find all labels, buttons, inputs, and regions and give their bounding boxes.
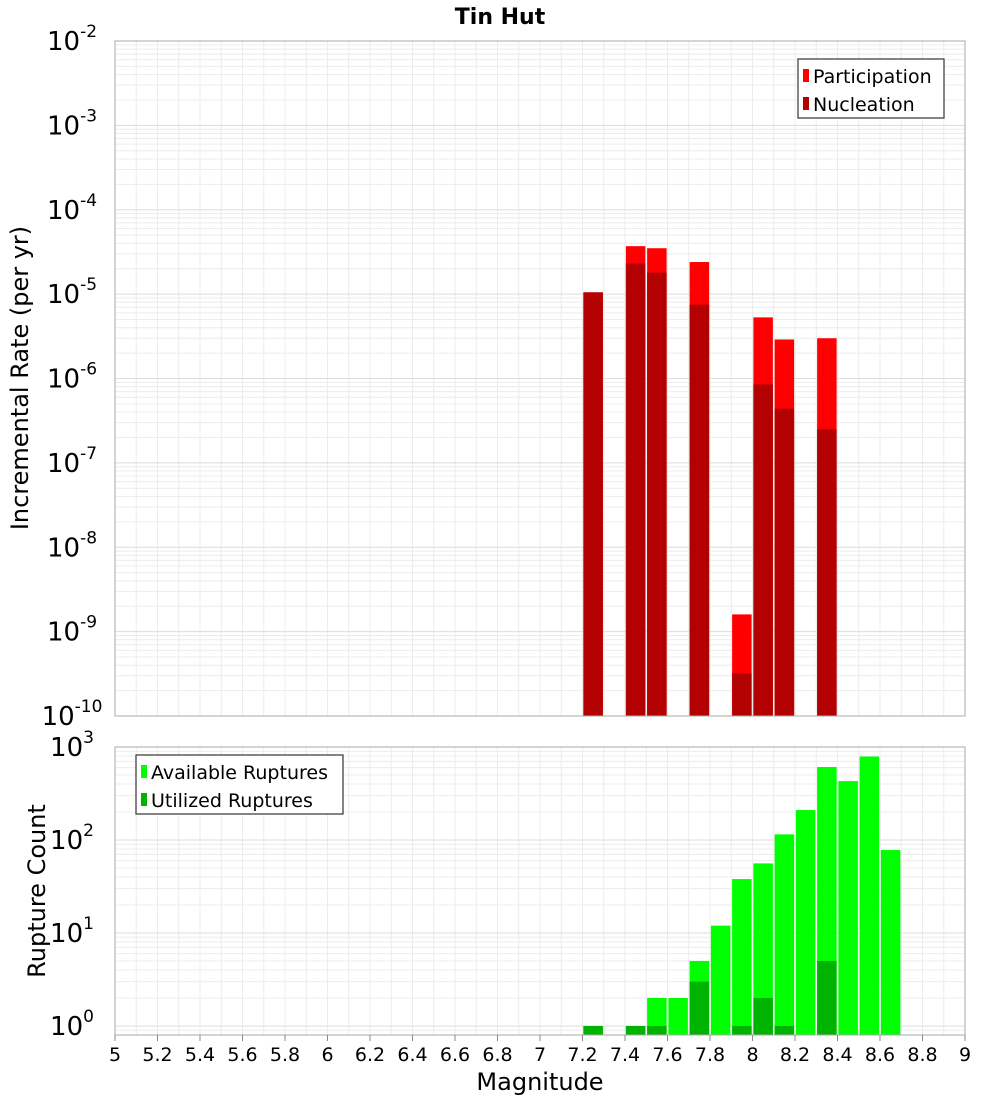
counts-bar-series1 [795, 810, 816, 1035]
rates-plot-frame [114, 40, 966, 717]
chart-title: Tin Hut [455, 5, 546, 30]
counts-bar-series1 [774, 834, 795, 1035]
rates-y-tick-label: 10-10 [42, 697, 103, 732]
counts-legend-label: Utilized Ruptures [151, 790, 313, 812]
rates-bar-series2 [753, 384, 773, 716]
rates-bar-series2 [732, 673, 752, 716]
x-tick-label: 9 [959, 1044, 971, 1066]
counts-bar-series1 [710, 925, 731, 1035]
counts-y-tick-label: 102 [50, 821, 94, 856]
x-tick-label: 8.6 [865, 1044, 895, 1066]
x-tick-label: 6.8 [482, 1044, 512, 1066]
rates-bar-series2 [689, 304, 710, 716]
counts-legend-swatch [141, 765, 147, 778]
rates-legend-label: Participation [813, 66, 932, 88]
x-tick-label: 5.6 [227, 1044, 257, 1066]
rates-bar-series2 [625, 263, 646, 716]
counts-y-tick-label: 101 [50, 914, 94, 949]
counts-bar-series2 [625, 1025, 646, 1035]
counts-legend-swatch [141, 793, 147, 806]
rates-y-tick-label: 10-2 [47, 22, 97, 57]
counts-bar-series1 [838, 781, 858, 1035]
x-tick-label: 6.6 [440, 1044, 470, 1066]
x-tick-label: 6 [321, 1044, 333, 1066]
counts-legend-box [135, 754, 344, 815]
rates-legend-swatch [803, 97, 809, 110]
counts-bar-series2 [647, 1025, 667, 1035]
rates-y-tick-label: 10-8 [47, 528, 97, 563]
counts-bar-series2 [753, 997, 773, 1035]
x-tick-label: 7.4 [610, 1044, 640, 1066]
counts-y-tick-label: 100 [50, 1007, 94, 1042]
rates-bar-series2 [583, 292, 603, 716]
counts-y-tick-label: 103 [50, 728, 94, 763]
x-axis-label: Magnitude [476, 1068, 603, 1096]
rates-legend-swatch [803, 69, 809, 82]
x-tick-label: 7 [534, 1044, 546, 1066]
rates-y-tick-label: 10-6 [47, 360, 97, 395]
x-tick-label: 5 [109, 1044, 121, 1066]
counts-bar-series2 [774, 1025, 795, 1035]
rates-legend-label: Nucleation [813, 94, 915, 116]
x-tick-label: 5.8 [270, 1044, 300, 1066]
counts-bar-series2 [732, 1025, 752, 1035]
counts-bar-series1 [859, 756, 880, 1035]
x-tick-label: 6.2 [355, 1044, 385, 1066]
rates-bar-series2 [774, 408, 795, 716]
x-tick-label: 8.8 [907, 1044, 937, 1066]
x-tick-label: 8 [746, 1044, 758, 1066]
x-tick-label: 8.2 [780, 1044, 810, 1066]
x-tick-label: 5.4 [185, 1044, 215, 1066]
counts-bar-series1 [668, 997, 688, 1035]
rates-y-axis-label: Incremental Rate (per yr) [6, 226, 34, 530]
rates-bar-series2 [647, 272, 667, 716]
x-tick-label: 6.4 [397, 1044, 427, 1066]
x-tick-label: 7.6 [652, 1044, 682, 1066]
rates-panel: 10-10 10-9 10-8 10-7 10-6 10-5 10-4 10-3 10-2 Par… [42, 22, 966, 732]
x-tick-label: 8.4 [822, 1044, 852, 1066]
counts-bar-series1 [753, 863, 773, 1035]
x-tick-label: 7.8 [695, 1044, 725, 1066]
counts-bar-series2 [583, 1025, 603, 1035]
counts-bar-series1 [647, 997, 667, 1035]
x-tick-label: 5.2 [142, 1044, 172, 1066]
counts-bar-series1 [880, 850, 901, 1035]
counts-y-axis-label: Rupture Count [23, 804, 51, 978]
counts-bar-series2 [689, 981, 710, 1035]
rates-y-tick-label: 10-9 [47, 613, 97, 648]
counts-legend-label: Available Ruptures [151, 762, 328, 784]
rates-bar-series2 [817, 429, 837, 716]
rates-y-tick-label: 10-7 [47, 444, 97, 479]
rates-y-tick-label: 10-4 [47, 191, 97, 226]
counts-bar-series2 [817, 960, 837, 1035]
rates-y-tick-label: 10-5 [47, 275, 97, 310]
x-tick-label: 7.2 [567, 1044, 597, 1066]
counts-bar-series1 [732, 879, 752, 1035]
rates-legend-box [797, 58, 945, 119]
rates-y-tick-label: 10-3 [47, 106, 97, 141]
